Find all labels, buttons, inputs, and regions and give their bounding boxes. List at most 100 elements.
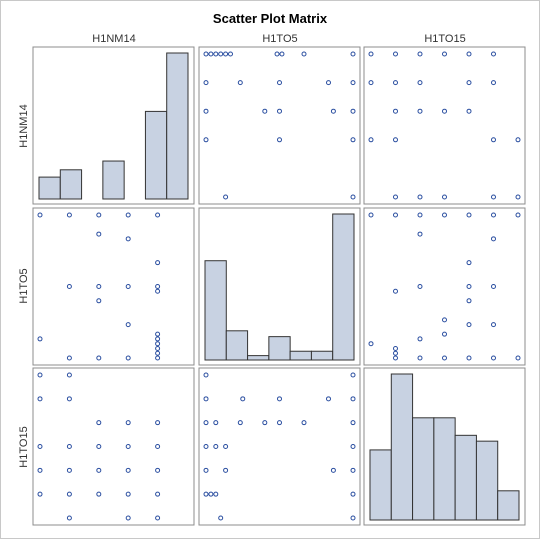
point-h1nm14-vs-h1to15-12 [393, 108, 398, 114]
point-h1to15-vs-h1nm14-10 [96, 444, 102, 449]
point-h1to5-vs-h1nm14-1 [37, 212, 43, 218]
point-h1to15-vs-h1nm14-9 [66, 444, 72, 449]
point-h1to5-vs-h1nm14-16 [155, 331, 161, 337]
column-label-2: H1TO5 [262, 33, 297, 45]
point-h1to15-vs-h1nm14-14 [66, 467, 72, 473]
point-h1nm14-vs-h1to15-18 [491, 137, 496, 143]
point-h1to15-vs-h1to5-9 [213, 420, 219, 426]
point-h1nm14-vs-h1to5-13 [277, 80, 282, 86]
panel-h1nm14-vs-h1to15 [363, 46, 526, 205]
point-h1nm14-vs-h1to5-5 [223, 51, 229, 57]
histogram-bar-h1to5-2 [225, 330, 249, 361]
point-h1to5-vs-h1to15-13 [491, 284, 496, 289]
point-h1nm14-vs-h1to15-19 [515, 137, 521, 143]
histogram-bar-h1nm14-4 [102, 160, 125, 200]
point-h1nm14-vs-h1to15-1 [368, 51, 374, 57]
point-h1to15-vs-h1nm14-1 [37, 372, 43, 378]
point-h1to5-vs-h1nm14-19 [155, 345, 161, 351]
point-h1nm14-vs-h1to15-2 [393, 51, 398, 57]
point-h1nm14-vs-h1to15-11 [491, 80, 496, 86]
column-label-3: H1TO15 [424, 33, 465, 45]
point-h1nm14-vs-h1to5-20 [350, 108, 356, 114]
point-h1to15-vs-h1to5-22 [350, 467, 356, 473]
point-h1nm14-vs-h1to15-6 [491, 51, 496, 57]
point-h1nm14-vs-h1to5-14 [326, 80, 331, 86]
point-h1nm14-vs-h1to5-9 [301, 51, 307, 57]
point-h1nm14-vs-h1to5-22 [277, 137, 282, 143]
point-h1nm14-vs-h1to15-22 [442, 194, 447, 200]
histogram-bar-h1to15-1 [369, 449, 392, 521]
matrix-cells [32, 46, 526, 526]
point-h1to5-vs-h1to15-1 [368, 212, 374, 218]
point-h1to5-vs-h1nm14-23 [96, 355, 102, 361]
point-h1to5-vs-h1to15-21 [368, 341, 374, 347]
point-h1nm14-vs-h1to5-25 [350, 194, 356, 200]
point-h1nm14-vs-h1to15-16 [368, 137, 374, 143]
point-h1to15-vs-h1nm14-21 [125, 491, 131, 497]
histogram-bar-h1to5-1 [204, 260, 227, 361]
point-h1nm14-vs-h1to15-21 [417, 194, 423, 200]
point-h1to15-vs-h1to5-26 [350, 491, 356, 497]
point-h1to5-vs-h1to15-7 [515, 212, 521, 218]
point-h1to15-vs-h1to5-11 [262, 420, 268, 426]
point-h1to15-vs-h1to5-13 [301, 420, 307, 426]
point-h1to5-vs-h1nm14-21 [37, 336, 43, 342]
point-h1to15-vs-h1nm14-7 [155, 420, 161, 426]
histogram-bar-h1to15-7 [497, 490, 520, 521]
panel-h1to5-vs-h1nm14 [32, 207, 195, 366]
point-h1nm14-vs-h1to5-6 [228, 51, 233, 57]
point-h1to5-vs-h1to15-8 [417, 231, 423, 237]
histogram-bar-h1to15-4 [433, 417, 456, 521]
row-label-2: H1TO5 [18, 268, 30, 303]
point-h1to15-vs-h1nm14-16 [125, 467, 131, 473]
point-h1nm14-vs-h1to15-23 [491, 194, 496, 200]
histogram-bar-h1to5-3 [247, 355, 270, 361]
point-h1to15-vs-h1to5-1 [203, 372, 209, 378]
point-h1to5-vs-h1nm14-10 [96, 284, 102, 289]
point-h1nm14-vs-h1to15-9 [417, 80, 423, 86]
point-h1to5-vs-h1to15-5 [466, 212, 472, 218]
histogram-bar-h1nm14-7 [166, 52, 189, 200]
point-h1to5-vs-h1to15-20 [442, 331, 447, 337]
point-h1to5-vs-h1to15-10 [466, 260, 472, 266]
point-h1nm14-vs-h1to5-24 [223, 194, 229, 200]
point-h1to15-vs-h1to5-20 [223, 467, 229, 473]
panel-h1to15-vs-h1to5 [198, 367, 361, 526]
point-h1to15-vs-h1to5-15 [203, 444, 209, 449]
point-h1nm14-vs-h1to5-7 [274, 51, 280, 57]
panel-h1nm14-vs-h1to5 [198, 46, 361, 205]
point-h1to15-vs-h1nm14-11 [125, 444, 131, 449]
panel-h1to5-vs-h1to5 [198, 207, 361, 366]
point-h1to5-vs-h1to15-12 [466, 284, 472, 289]
point-h1nm14-vs-h1to15-4 [442, 51, 447, 57]
panel-h1to15-vs-h1nm14 [32, 367, 195, 526]
point-h1to5-vs-h1to15-26 [442, 355, 447, 361]
point-h1to15-vs-h1to5-17 [223, 444, 229, 449]
point-h1to15-vs-h1to5-2 [350, 372, 356, 378]
histogram-bar-h1to5-6 [310, 350, 334, 361]
point-h1to15-vs-h1nm14-23 [66, 515, 72, 521]
point-h1nm14-vs-h1to5-15 [350, 80, 356, 86]
point-h1to15-vs-h1to5-25 [213, 491, 219, 497]
point-h1nm14-vs-h1to15-5 [466, 51, 472, 57]
point-h1to15-vs-h1nm14-24 [125, 515, 131, 521]
point-h1to5-vs-h1nm14-15 [125, 322, 131, 328]
point-h1to5-vs-h1nm14-13 [155, 288, 161, 294]
point-h1to5-vs-h1nm14-20 [155, 350, 161, 356]
point-h1nm14-vs-h1to5-8 [279, 51, 285, 57]
point-h1to15-vs-h1nm14-20 [96, 491, 102, 497]
point-h1to15-vs-h1nm14-5 [96, 420, 102, 426]
point-h1to5-vs-h1nm14-4 [125, 212, 131, 218]
point-h1to15-vs-h1to5-14 [350, 420, 356, 426]
point-h1to15-vs-h1to5-16 [213, 444, 219, 449]
point-h1to5-vs-h1to15-6 [491, 212, 496, 218]
point-h1to5-vs-h1to15-11 [417, 284, 423, 289]
point-h1to15-vs-h1to5-6 [326, 396, 331, 402]
point-h1to5-vs-h1nm14-9 [66, 284, 72, 289]
column-label-1: H1NM14 [92, 33, 135, 45]
panel-h1to15-vs-h1to15 [363, 367, 526, 526]
point-h1nm14-vs-h1to15-3 [417, 51, 423, 57]
point-h1to5-vs-h1to15-14 [393, 288, 398, 294]
